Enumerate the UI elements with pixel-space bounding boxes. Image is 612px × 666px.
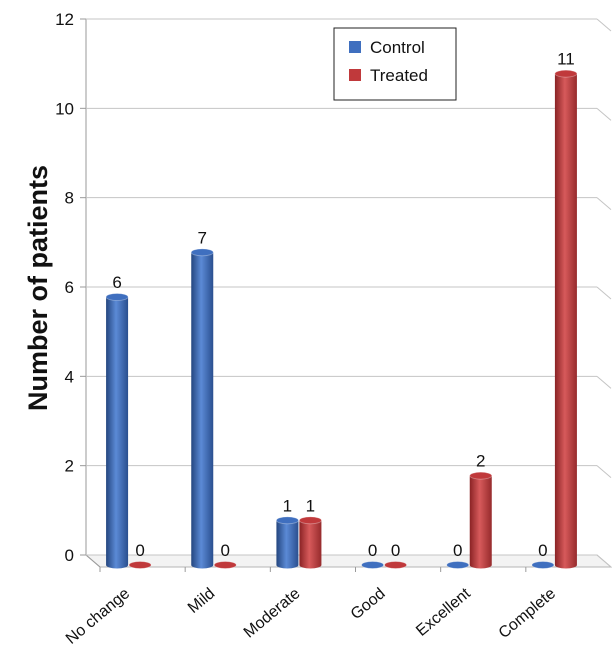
bar-body bbox=[469, 475, 492, 569]
bar-top bbox=[299, 516, 322, 525]
bar-top bbox=[128, 561, 152, 569]
bar-top bbox=[105, 293, 129, 301]
bar-top bbox=[361, 561, 384, 569]
bar-top bbox=[531, 561, 555, 569]
bar-body bbox=[554, 73, 577, 569]
bar-treated-excellent bbox=[469, 471, 493, 569]
x-tick-label: Moderate bbox=[241, 585, 304, 642]
bar-top bbox=[276, 516, 299, 525]
data-label: 0 bbox=[453, 541, 462, 560]
gridline-depth bbox=[596, 197, 612, 211]
gridline-depth bbox=[596, 18, 612, 32]
y-tick-label: 8 bbox=[65, 189, 74, 208]
data-label: 0 bbox=[221, 541, 230, 560]
data-label: 7 bbox=[198, 228, 207, 247]
y-tick-label: 2 bbox=[65, 457, 74, 476]
bar-top bbox=[446, 561, 470, 569]
legend-label-treated: Treated bbox=[370, 66, 428, 85]
data-label: 6 bbox=[112, 273, 121, 292]
x-tick-label: Good bbox=[348, 585, 389, 623]
y-tick-label: 6 bbox=[65, 278, 74, 297]
data-label: 2 bbox=[476, 452, 485, 471]
y-tick-label: 12 bbox=[55, 10, 74, 29]
gridline-depth bbox=[596, 107, 612, 121]
bar-treated-moderate bbox=[299, 516, 322, 569]
bar-body bbox=[191, 252, 214, 569]
gridline-depth bbox=[596, 554, 612, 568]
plot-area bbox=[84, 18, 612, 568]
legend-swatch-treated bbox=[349, 69, 361, 81]
bar-control-no-change bbox=[105, 293, 129, 569]
y-axis: 0 2 4 6 8 10 12 bbox=[55, 10, 86, 565]
bar-control-excellent bbox=[446, 561, 470, 569]
bar-control-good bbox=[361, 561, 384, 569]
legend-box bbox=[333, 27, 457, 101]
data-label: 0 bbox=[391, 541, 400, 560]
axis-corner-line bbox=[85, 554, 101, 568]
bar-control-mild bbox=[190, 248, 214, 569]
gridline-depth bbox=[596, 465, 612, 479]
bar-treated-no-change bbox=[128, 561, 152, 569]
bar-treated-complete bbox=[554, 69, 578, 569]
x-tick-label: Mild bbox=[185, 585, 218, 617]
bar-control-complete bbox=[531, 561, 555, 569]
bar-top bbox=[384, 561, 407, 569]
legend: Control Treated bbox=[333, 27, 457, 101]
bars bbox=[105, 69, 578, 569]
y-tick-label: 10 bbox=[55, 99, 74, 118]
data-label: 0 bbox=[368, 541, 377, 560]
x-axis: No change Mild Moderate Good Excellent Comple… bbox=[63, 567, 559, 648]
legend-label-control: Control bbox=[370, 38, 425, 57]
data-label: 1 bbox=[283, 496, 292, 515]
bar-control-moderate bbox=[276, 516, 299, 569]
bar-body bbox=[299, 520, 322, 569]
legend-swatch-control bbox=[349, 41, 361, 53]
bar-body bbox=[276, 520, 299, 569]
y-axis-title: Number of patients bbox=[23, 165, 53, 411]
bar-body bbox=[106, 297, 129, 569]
data-label: 1 bbox=[306, 496, 315, 515]
bar-treated-good bbox=[384, 561, 407, 569]
data-label: 0 bbox=[135, 541, 144, 560]
bar-top bbox=[190, 248, 214, 257]
bar-top bbox=[554, 69, 578, 78]
x-tick-label: No change bbox=[63, 585, 133, 648]
data-label: 11 bbox=[557, 50, 575, 69]
bar-treated-mild bbox=[213, 561, 237, 569]
bar-top bbox=[469, 471, 493, 480]
gridline-depth bbox=[596, 375, 612, 389]
data-label: 0 bbox=[538, 541, 547, 560]
bar-top bbox=[213, 561, 237, 569]
y-tick-label: 4 bbox=[65, 367, 74, 386]
y-tick-label: 0 bbox=[65, 546, 74, 565]
gridline-depth bbox=[596, 286, 612, 300]
x-tick-label: Excellent bbox=[413, 585, 474, 640]
x-tick-label: Complete bbox=[496, 585, 559, 642]
